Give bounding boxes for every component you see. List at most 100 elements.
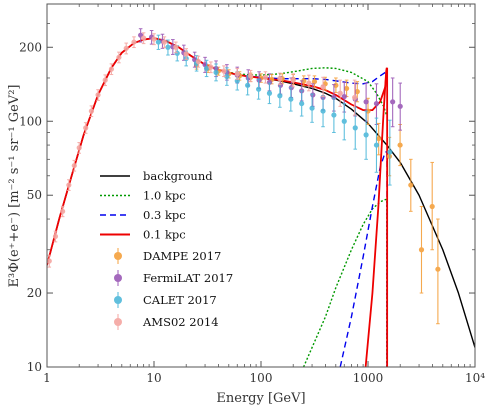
legend-label-fermilat-2017: FermiLAT 2017 [143,271,233,285]
data-point [88,108,95,114]
data-point [288,96,294,102]
data-point [76,145,82,151]
data-point [161,39,167,45]
data-point [151,36,157,42]
data-point [141,35,147,41]
y-tick-label: 50 [27,188,42,202]
legend-marker-calet-2017 [114,292,122,308]
data-point [183,51,189,57]
data-point [203,65,210,72]
x-axis-label: Energy [GeV] [216,391,305,406]
legend-label-ams02-2014: AMS02 2014 [142,315,219,329]
data-point [277,82,284,88]
x-tick-label: 10⁴ [465,371,485,385]
curve-0-3-kpc-component [339,151,387,367]
data-point [354,89,360,95]
y-tick-label: 10 [27,360,42,374]
data-point [387,149,393,155]
data-point [306,80,312,86]
x-tick-label: 100 [250,371,273,385]
data-point [363,132,369,138]
data-point [277,76,283,82]
data-point [277,93,283,99]
data-point [248,73,254,79]
data-point [290,77,296,83]
data-point [309,105,315,111]
data-point [341,93,347,100]
data-point [208,64,214,70]
legend-label-background: background [143,169,213,183]
series-ams02-2014 [47,32,358,268]
legend-marker-dampe-2017 [114,248,122,264]
data-point [123,45,129,51]
y-tick-label: 100 [19,114,42,128]
data-point [333,82,339,88]
data-points [47,28,441,325]
data-point [301,78,307,84]
y-axis-label: E³Φ(e⁺+e⁻) [m⁻² s⁻¹ sr⁻¹ GeV²] [7,85,22,288]
data-point [165,44,171,50]
data-point [397,142,403,148]
data-point [373,142,380,148]
legend: background 1.0 kpc 0.3 kpc 0.1 kpc DAMPE 201… [100,169,233,330]
x-tick-label: 1000 [353,371,384,385]
x-tick-label: 10 [146,371,161,385]
data-point [376,135,382,142]
legend-marker-ams02-2014 [114,314,122,330]
data-point [155,39,162,45]
legend-label-1-0-kpc: 1.0 kpc [143,189,186,203]
data-point [224,73,230,80]
data-point [66,182,72,188]
data-point [266,79,273,85]
data-point [245,82,251,88]
x-tick-label: 1 [43,371,51,385]
data-point [311,78,318,85]
data-point [310,92,316,98]
data-point [213,69,219,76]
data-point [344,85,350,92]
data-point [262,74,269,80]
data-point [397,103,403,109]
legend-label-calet-2017: CALET 2017 [143,293,217,307]
legend-label-0-3-kpc: 0.3 kpc [143,208,186,222]
data-point [108,66,115,72]
data-point [337,90,343,96]
data-point [83,125,89,131]
data-point [256,86,262,92]
legend-label-dampe-2017: DAMPE 2017 [143,249,221,263]
data-point [47,258,52,264]
data-point [408,182,414,188]
data-point [221,68,227,74]
data-point [363,99,369,105]
data-point [390,99,396,105]
data-point [95,92,101,98]
y-tick-label: 20 [27,286,42,300]
data-point [352,94,358,101]
legend-marker-fermilat-2017 [114,270,122,286]
data-point [331,112,337,118]
curve-1-0-kpc-component [302,198,387,367]
data-point [52,233,59,239]
data-point [234,71,240,77]
data-point [116,54,122,60]
data-point [320,108,326,114]
data-point [373,100,380,107]
data-point [341,118,347,124]
data-point [435,266,441,272]
data-point [131,39,137,45]
data-point [320,84,326,90]
data-point [418,247,425,253]
data-point [352,125,358,131]
data-point [71,162,77,169]
legend-label-0-1-kpc: 0.1 kpc [143,228,186,242]
data-point [102,77,108,83]
data-point [195,58,202,65]
data-point [60,208,66,214]
data-point [429,203,435,210]
data-point [299,100,305,107]
data-point [173,44,179,50]
data-point [365,108,371,114]
y-tick-label: 200 [19,40,42,54]
